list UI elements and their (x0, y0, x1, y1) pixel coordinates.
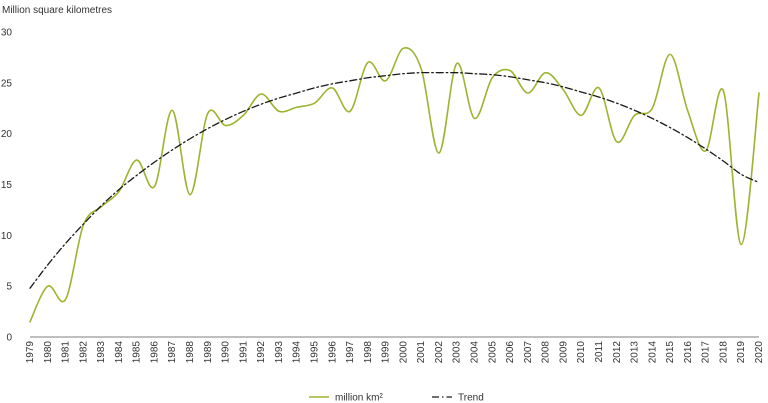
x-tick-label: 2013 (630, 341, 641, 364)
x-tick-label: 2012 (612, 341, 623, 364)
x-tick-label: 2002 (434, 341, 445, 364)
x-tick-label: 2009 (558, 341, 569, 364)
x-tick-label: 1983 (96, 341, 107, 364)
x-tick-label: 1981 (61, 341, 72, 364)
x-tick-label: 1992 (256, 341, 267, 364)
y-tick-label: 20 (1, 129, 13, 140)
legend-series-label: million km² (335, 393, 383, 403)
x-tick-label: 2015 (665, 341, 676, 364)
x-tick-label: 2014 (647, 341, 658, 364)
x-tick-label: 2004 (470, 341, 481, 364)
x-tick-label: 2007 (523, 341, 534, 364)
y-axis-title: Million square kilometres (2, 5, 112, 16)
x-tick-label: 1999 (381, 341, 392, 364)
x-tick-label: 1991 (238, 341, 249, 364)
x-tick-label: 2016 (683, 341, 694, 364)
y-tick-label: 25 (1, 78, 13, 89)
x-tick-label: 2020 (754, 341, 765, 364)
x-tick-label: 1990 (221, 341, 232, 364)
x-tick-label: 2011 (594, 341, 605, 363)
x-axis-ticks: 1979 1980 1981 1982 1983 1984 1985 1986 1987 1988… (25, 341, 765, 364)
x-tick-label: 2008 (541, 341, 552, 364)
x-tick-label: 2003 (452, 341, 463, 364)
series-group (29, 47, 760, 323)
x-tick-label: 1994 (292, 341, 303, 364)
x-tick-label: 1996 (327, 341, 338, 364)
legend-trend-label: Trend (458, 393, 484, 403)
x-tick-label: 1986 (149, 341, 160, 364)
y-axis-ticks: 0 5 10 15 20 25 30 (1, 28, 13, 344)
x-tick-label: 2005 (487, 341, 498, 364)
y-tick-label: 5 (6, 282, 12, 293)
y-tick-label: 15 (1, 180, 13, 191)
data-series-line (29, 47, 760, 323)
x-tick-label: 1993 (274, 341, 285, 364)
x-tick-label: 1989 (203, 341, 214, 364)
legend: million km² Trend (309, 393, 484, 403)
trend-line (29, 71, 760, 289)
x-tick-label: 2001 (416, 341, 427, 364)
x-tick-label: 1984 (114, 341, 125, 364)
y-tick-label: 10 (1, 231, 13, 242)
x-tick-label: 1982 (78, 341, 89, 364)
x-tick-label: 1985 (132, 341, 143, 364)
x-tick-label: 1998 (363, 341, 374, 364)
x-tick-label: 1997 (345, 341, 356, 364)
y-tick-label: 0 (6, 333, 12, 344)
x-tick-label: 2018 (718, 341, 729, 364)
x-tick-label: 2006 (505, 341, 516, 364)
x-tick-label: 2019 (736, 341, 747, 364)
x-tick-label: 1979 (25, 341, 36, 364)
x-tick-label: 1980 (43, 341, 54, 364)
x-tick-label: 2017 (701, 341, 712, 364)
y-tick-label: 30 (1, 28, 13, 39)
x-tick-label: 1987 (167, 341, 178, 364)
x-tick-label: 2000 (398, 341, 409, 364)
x-tick-label: 2010 (576, 341, 587, 364)
x-tick-label: 1995 (309, 341, 320, 364)
x-tick-label: 1988 (185, 341, 196, 364)
